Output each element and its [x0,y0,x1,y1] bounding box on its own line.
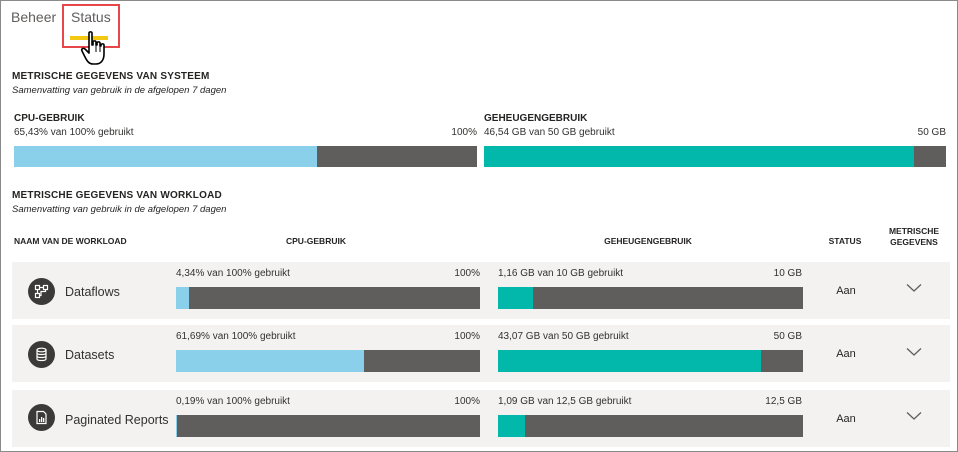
workload-memory-usage-text: 1,09 GB van 12,5 GB gebruikt [498,396,632,407]
workload-memory-bar [498,287,803,309]
workload-status: Aan [836,348,856,360]
column-header-status: STATUS [828,236,862,246]
workload-cpu-usage-text: 61,69% van 100% gebruikt [176,331,296,342]
workload-name: Datasets [65,348,115,362]
workload-row-dataflows: Dataflows 4,34% van 100% gebruikt 100% 1… [12,262,950,319]
workload-metrics-subtitle: Samenvatting van gebruik in de afgelopen… [12,204,227,215]
column-header-name: NAAM VAN DE WORKLOAD [14,236,127,246]
workload-cpu-max: 100% [454,331,480,342]
system-memory-bar-fill [484,146,915,167]
workload-memory-bar [498,415,803,437]
system-metrics-subtitle: Samenvatting van gebruik in de afgelopen… [12,85,227,96]
workload-memory-max: 12,5 GB [765,396,802,407]
workload-memory-usage-text: 1,16 GB van 10 GB gebruikt [498,268,624,279]
chevron-down-icon[interactable] [906,283,922,293]
hand-cursor-icon [80,31,105,65]
report-icon [28,404,55,431]
workload-cpu-bar-fill [176,415,177,437]
column-header-memory: GEHEUGENGEBRUIK [604,236,692,246]
column-header-cpu: CPU-GEBRUIK [286,236,346,246]
workload-memory-max: 10 GB [773,268,802,279]
system-cpu-max: 100% [451,127,477,138]
workload-cpu-bar-fill [176,287,190,309]
workload-row-datasets: Datasets 61,69% van 100% gebruikt 100% 4… [12,325,950,382]
workload-cpu-bar [176,415,480,437]
system-cpu-label: CPU-GEBRUIK [14,113,85,124]
workload-status: Aan [836,285,856,297]
workload-cpu-bar [176,350,480,372]
workload-memory-usage-text: 43,07 GB van 50 GB gebruikt [498,331,629,342]
workload-memory-bar [498,350,803,372]
system-metrics-title: METRISCHE GEGEVENS VAN SYSTEEM [12,71,210,82]
system-memory-bar [484,146,946,167]
system-cpu-bar [14,146,477,167]
workload-memory-bar-fill [498,350,761,372]
system-memory-label: GEHEUGENGEBRUIK [484,113,588,124]
chevron-down-icon[interactable] [906,347,922,357]
system-memory-usage-text: 46,54 GB van 50 GB gebruikt [484,127,615,138]
workload-cpu-bar-fill [176,350,364,372]
workload-name: Dataflows [65,285,120,299]
column-header-metrics: METRISCHE GEGEVENS [882,226,946,248]
workload-memory-max: 50 GB [773,331,802,342]
tab-status[interactable]: Status [71,9,111,25]
workload-metrics-title: METRISCHE GEGEVENS VAN WORKLOAD [12,190,222,201]
database-icon [28,341,55,368]
column-header-metrics-line1: METRISCHE [888,226,940,236]
workload-cpu-usage-text: 0,19% van 100% gebruikt [176,396,290,407]
workload-memory-bar-fill [498,287,534,309]
system-cpu-usage-text: 65,43% van 100% gebruikt [14,127,134,138]
workload-cpu-max: 100% [454,396,480,407]
workload-cpu-max: 100% [454,268,480,279]
column-header-metrics-line2: GEGEVENS [890,237,938,247]
system-memory-max: 50 GB [917,127,946,138]
system-cpu-bar-fill [14,146,317,167]
workload-cpu-bar [176,287,480,309]
workload-cpu-usage-text: 4,34% van 100% gebruikt [176,268,290,279]
workload-row-paginated-reports: Paginated Reports 0,19% van 100% gebruik… [12,390,950,447]
workload-status: Aan [836,413,856,425]
workload-memory-bar-fill [498,415,525,437]
chevron-down-icon[interactable] [906,411,922,421]
workload-name: Paginated Reports [65,413,169,427]
dataflow-icon [28,278,55,305]
tab-beheer[interactable]: Beheer [11,9,57,25]
